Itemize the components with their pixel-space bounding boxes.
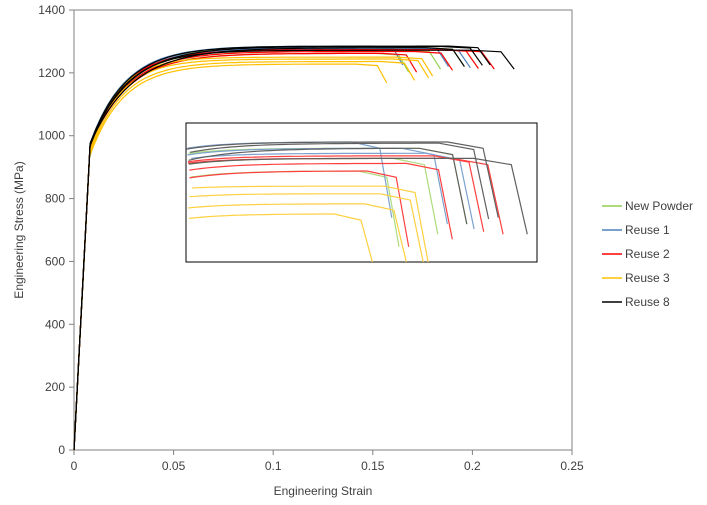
y-tick-label: 1400 <box>38 3 65 17</box>
y-tick-label: 0 <box>58 443 65 457</box>
series-curve-reuse-3 <box>73 60 416 451</box>
legend-label: Reuse 8 <box>625 295 670 309</box>
series-curve-reuse-8 <box>73 49 515 451</box>
y-tick-label: 400 <box>45 317 65 331</box>
series-curve-reuse-3 <box>73 63 388 451</box>
x-tick-label: 0.1 <box>265 459 282 473</box>
x-tick-label: 0 <box>71 459 78 473</box>
y-tick-label: 1200 <box>38 66 65 80</box>
plot-curves <box>73 45 515 451</box>
inset-curve-reuse-3 <box>191 185 429 263</box>
inset-curve-reuse-8 <box>186 141 499 218</box>
legend-label: New Powder <box>625 199 693 213</box>
inset-curve-reuse-3 <box>188 213 373 263</box>
x-tick-label: 0.05 <box>162 459 186 473</box>
y-tick-label: 800 <box>45 192 65 206</box>
x-tick-label: 0.2 <box>464 459 481 473</box>
inset-curve-reuse-1 <box>191 152 475 230</box>
inset-curve-reuse-3 <box>188 203 407 263</box>
y-tick-labels: 0 200 400 600 800 1000 1200 1400 <box>38 3 74 457</box>
legend-label: Reuse 3 <box>625 271 670 285</box>
series-curve-reuse-2 <box>73 50 454 451</box>
series-curve-reuse-8 <box>73 45 491 451</box>
y-tick-label: 200 <box>45 380 65 394</box>
x-axis-title: Engineering Strain <box>274 484 373 498</box>
y-tick-label: 1000 <box>38 129 65 143</box>
inset-curve-reuse-2 <box>189 170 410 247</box>
inset-zoom-box <box>185 122 538 263</box>
y-axis-title: Engineering Stress (MPa) <box>12 161 26 298</box>
inset-curve-reuse-3 <box>189 193 424 263</box>
x-tick-label: 0.15 <box>361 459 385 473</box>
x-tick-label: 0.25 <box>560 459 584 473</box>
inset-curve-reuse-8 <box>188 157 528 235</box>
x-tick-labels: 0 0.05 0.1 0.15 0.2 0.25 <box>71 450 584 473</box>
inset-curve-reuse-8 <box>188 147 468 225</box>
legend-label: Reuse 2 <box>625 247 670 261</box>
legend-label: Reuse 1 <box>625 223 670 237</box>
series-curve-reuse-8 <box>73 47 465 451</box>
inset-curve-reuse-2 <box>189 162 453 240</box>
inset-curve-reuse-2 <box>187 155 485 232</box>
inset-curve-reuse-8 <box>189 142 490 220</box>
y-tick-label: 600 <box>45 254 65 268</box>
legend: New Powder Reuse 1 Reuse 2 Reuse 3 Reuse 8 <box>602 199 693 309</box>
axes <box>73 9 573 451</box>
plot-area-frame <box>73 9 573 451</box>
